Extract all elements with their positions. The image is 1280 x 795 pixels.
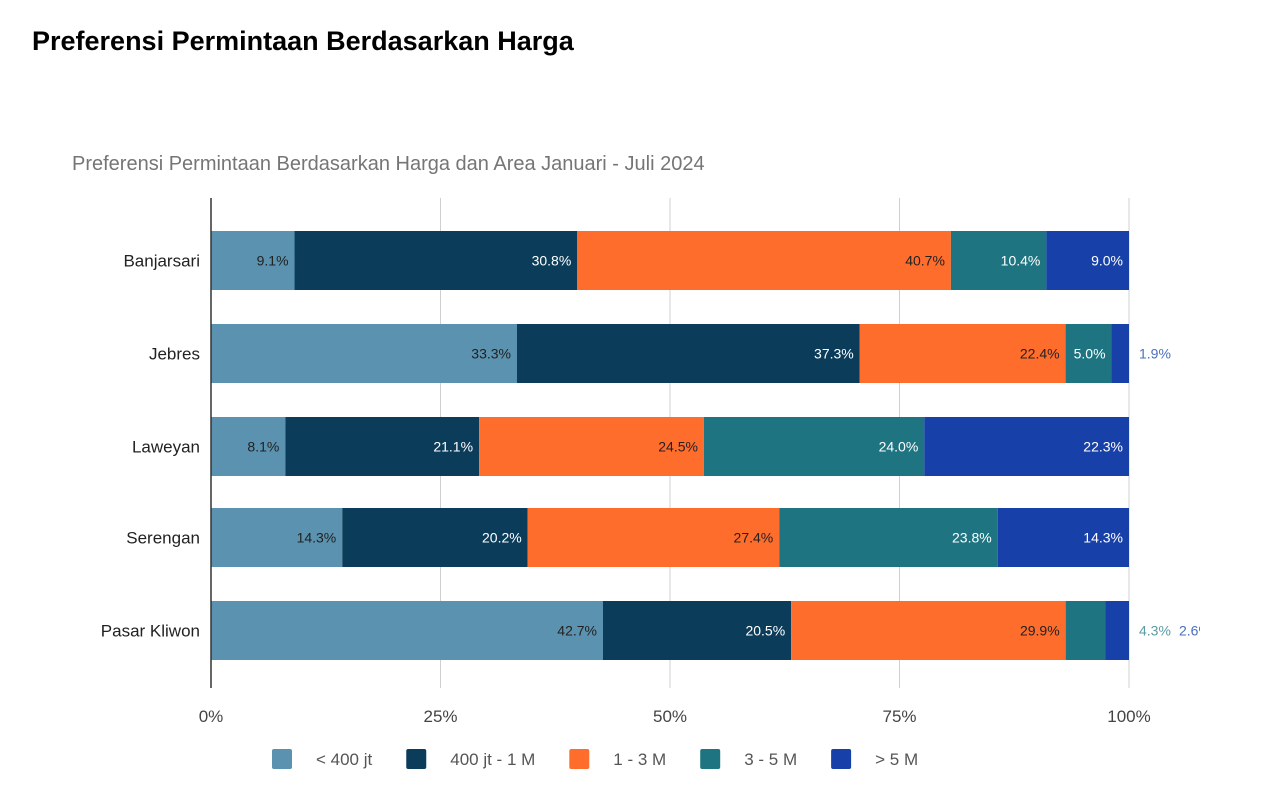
data-label: 8.1% <box>247 439 279 455</box>
x-tick-label: 0% <box>199 707 224 726</box>
data-label: 10.4% <box>1001 253 1041 269</box>
bar-segment <box>1111 324 1129 383</box>
legend-label[interactable]: 400 jt - 1 M <box>450 750 535 769</box>
data-label: 24.5% <box>658 439 698 455</box>
data-label: 9.1% <box>257 253 289 269</box>
bar-segment <box>211 324 517 383</box>
data-label: 2.6% <box>1179 623 1211 639</box>
bar-segment <box>294 231 578 290</box>
legend-label[interactable]: > 5 M <box>875 750 918 769</box>
bar-segment <box>1105 601 1129 660</box>
data-label: 9.0% <box>1091 253 1123 269</box>
legend-swatch <box>406 749 427 769</box>
bar-segment <box>950 231 1047 290</box>
data-label: 14.3% <box>1083 530 1123 546</box>
data-label: 1.9% <box>1139 346 1171 362</box>
data-label: 30.8% <box>532 253 572 269</box>
bar-segment <box>342 508 528 567</box>
bar-segment <box>1065 324 1112 383</box>
page-title: Preferensi Permintaan Berdasarkan Harga <box>32 26 574 56</box>
bar-segment <box>859 324 1066 383</box>
bar-segment <box>479 417 704 476</box>
category-label: Laweyan <box>132 438 200 457</box>
category-label: Pasar Kliwon <box>101 622 200 641</box>
bar-segment <box>527 508 780 567</box>
data-label: 33.3% <box>471 346 511 362</box>
bar-segment <box>1065 601 1106 660</box>
data-label: 22.4% <box>1020 346 1060 362</box>
bar-segment <box>211 231 295 290</box>
category-label: Jebres <box>149 345 200 364</box>
data-label: 4.3% <box>1139 623 1171 639</box>
data-label: 23.8% <box>952 530 992 546</box>
bar-segment <box>577 231 951 290</box>
data-label: 24.0% <box>879 439 919 455</box>
x-tick-label: 50% <box>653 707 687 726</box>
x-tick-label: 25% <box>423 707 457 726</box>
legend-label[interactable]: 1 - 3 M <box>613 750 666 769</box>
data-label: 20.5% <box>745 623 785 639</box>
legend-swatch <box>569 749 590 769</box>
data-label: 5.0% <box>1074 346 1106 362</box>
bar-segment <box>779 508 998 567</box>
legend-swatch <box>700 749 721 769</box>
legend-label[interactable]: < 400 jt <box>316 750 373 769</box>
bar-segment <box>703 417 925 476</box>
legend-swatch <box>831 749 852 769</box>
data-label: 40.7% <box>905 253 945 269</box>
bar-segment <box>997 508 1129 567</box>
data-label: 21.1% <box>433 439 473 455</box>
chart-title: Preferensi Permintaan Berdasarkan Harga … <box>72 153 705 175</box>
legend-label[interactable]: 3 - 5 M <box>744 750 797 769</box>
bar-segment <box>791 601 1066 660</box>
bar-segment <box>211 601 603 660</box>
bar-segment <box>517 324 860 383</box>
data-label: 14.3% <box>297 530 337 546</box>
bar-segment <box>924 417 1129 476</box>
data-label: 42.7% <box>557 623 597 639</box>
data-label: 22.3% <box>1083 439 1123 455</box>
legend-swatch <box>272 749 292 769</box>
bar-segment <box>211 508 343 567</box>
bar-segment <box>1046 231 1129 290</box>
bar-segment <box>285 417 480 476</box>
x-tick-label: 100% <box>1107 707 1150 726</box>
bar-segment <box>211 417 286 476</box>
data-label: 20.2% <box>482 530 522 546</box>
data-label: 37.3% <box>814 346 854 362</box>
bar-segment <box>602 601 792 660</box>
category-label: Banjarsari <box>123 252 200 271</box>
data-label: 27.4% <box>734 530 774 546</box>
x-tick-label: 75% <box>882 707 916 726</box>
category-label: Serengan <box>126 529 200 548</box>
data-label: 29.9% <box>1020 623 1060 639</box>
